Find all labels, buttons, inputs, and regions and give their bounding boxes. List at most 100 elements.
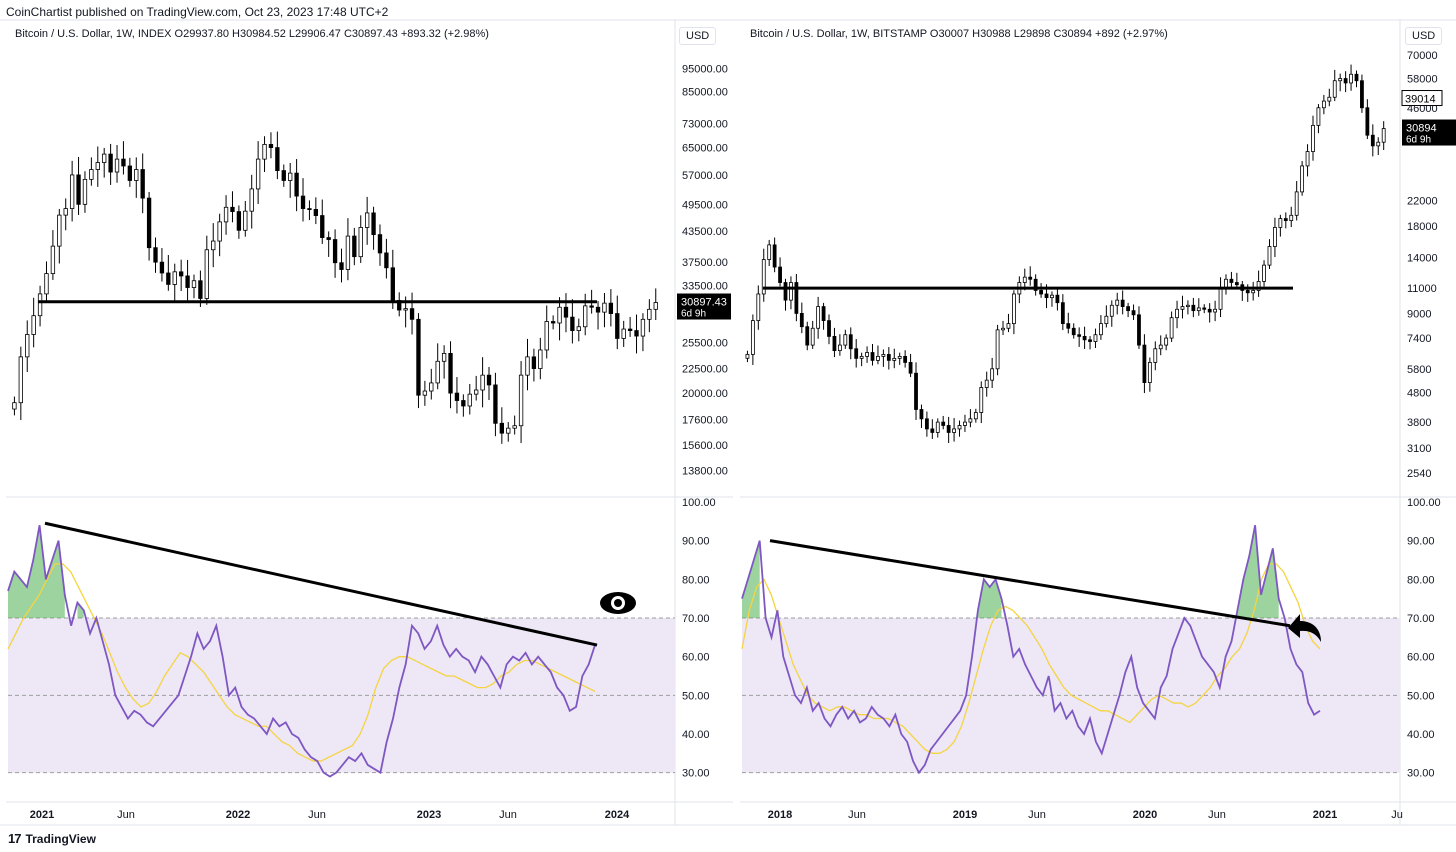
candle: [474, 389, 479, 395]
rsi-line: [741, 525, 1321, 775]
candle: [653, 302, 658, 310]
candle: [859, 355, 864, 359]
time-tick-label: 2018: [768, 809, 792, 821]
candle: [576, 326, 581, 331]
candle: [772, 244, 777, 268]
candle: [544, 321, 549, 351]
candle: [1234, 282, 1239, 286]
candle: [159, 261, 165, 274]
candle: [1229, 278, 1234, 283]
brand-name: TradingView: [25, 831, 96, 846]
candle: [1066, 323, 1071, 329]
time-tick-label: 2019: [953, 809, 977, 821]
candle: [745, 354, 750, 359]
candle: [903, 355, 908, 363]
time-tick-label: Jun: [499, 809, 517, 821]
candle: [300, 195, 306, 209]
price-tick-label: 9000: [1407, 308, 1431, 320]
candle: [589, 305, 594, 308]
candle: [1273, 227, 1277, 247]
candle: [435, 360, 440, 384]
candle: [886, 354, 891, 361]
candle: [230, 206, 235, 213]
candle: [1126, 306, 1130, 312]
eye-pupil: [614, 599, 622, 607]
eye-icon: [600, 592, 636, 614]
rsi-tick-label: 30.00: [682, 768, 710, 780]
candle: [550, 321, 556, 324]
candle: [332, 239, 338, 264]
rsi-tick-label: 60.00: [682, 652, 710, 664]
candle: [95, 162, 100, 170]
candle: [294, 172, 299, 197]
candle: [827, 320, 831, 337]
candle: [750, 320, 755, 355]
candle: [640, 318, 646, 337]
candle: [979, 387, 984, 413]
candle: [563, 306, 569, 318]
candle: [1022, 276, 1027, 283]
rsi-overbought-fill: [8, 525, 65, 618]
candle: [1376, 141, 1381, 147]
crosshair-price-box: [1401, 90, 1443, 107]
candle: [313, 209, 319, 216]
candle: [1088, 339, 1092, 342]
candle: [352, 235, 357, 258]
candle: [1332, 80, 1337, 98]
candle: [1071, 327, 1076, 336]
candle: [249, 188, 254, 212]
price-tick-label: 2540: [1407, 468, 1431, 480]
candle: [1321, 100, 1326, 109]
candle: [870, 352, 875, 361]
candle: [1077, 334, 1082, 337]
candle: [211, 240, 216, 251]
candle: [570, 316, 575, 331]
candle: [448, 352, 453, 394]
candle: [952, 428, 956, 433]
candle: [1338, 78, 1343, 82]
right-currency-button[interactable]: USD: [1405, 27, 1443, 45]
candle: [816, 306, 821, 329]
candle: [608, 302, 614, 314]
candle: [1354, 73, 1359, 82]
candle: [1137, 314, 1141, 346]
candle: [1050, 294, 1054, 299]
time-tick-label: 2021: [30, 809, 54, 821]
candle: [345, 235, 351, 270]
rsi-tick-label: 40.00: [1407, 729, 1435, 741]
candle: [1033, 278, 1038, 291]
candle: [69, 174, 75, 209]
time-tick-label: 2022: [226, 809, 250, 821]
candle: [778, 266, 782, 283]
rsi-trendline: [44, 521, 598, 647]
rsi-tick-label: 50.00: [682, 690, 710, 702]
right-chart: 7000058000460003600022000180001400011000…: [740, 20, 1456, 825]
candle: [1109, 304, 1114, 317]
price-tick-label: 7400: [1407, 333, 1431, 345]
rsi-overbought-fill: [742, 540, 760, 618]
candle: [1196, 307, 1201, 312]
price-tick-label: 22500.00: [682, 364, 728, 376]
tradingview-brand[interactable]: 17 TradingView: [8, 831, 96, 846]
candle: [1142, 344, 1147, 383]
candle: [499, 422, 505, 434]
last-price-box: [677, 293, 731, 320]
candle: [1012, 293, 1016, 325]
candle: [1039, 290, 1043, 295]
price-tick-label: 15600.00: [682, 440, 728, 452]
candle: [12, 402, 17, 410]
price-tick-label: 37500.00: [682, 257, 728, 269]
rsi-tick-label: 80.00: [1407, 574, 1435, 586]
candle: [1191, 304, 1196, 312]
candle: [865, 352, 869, 357]
candle: [1370, 134, 1375, 147]
left-currency-button[interactable]: USD: [679, 27, 717, 45]
candle: [1082, 335, 1087, 341]
candle: [1213, 308, 1218, 313]
candle: [761, 259, 766, 295]
candle: [941, 421, 946, 426]
candle: [255, 158, 261, 190]
candle: [178, 271, 184, 277]
candle: [876, 355, 880, 361]
